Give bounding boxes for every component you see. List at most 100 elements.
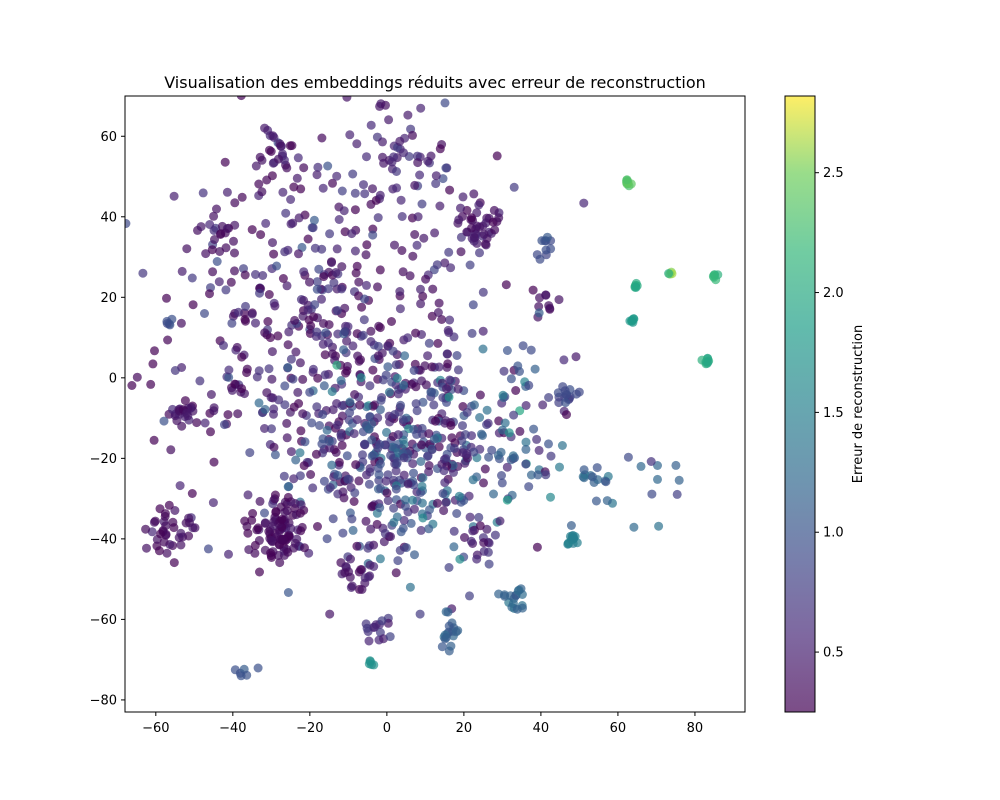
data-point [230,665,240,675]
data-point [376,483,385,493]
data-point [443,359,453,369]
data-point [150,346,159,356]
data-point [289,402,299,412]
data-point [210,235,219,244]
x-tick-label: 20 [456,721,473,736]
data-point [483,418,493,428]
data-point [289,182,299,192]
data-point [462,407,472,417]
data-point [396,400,406,410]
data-point [561,390,571,399]
data-point [149,435,159,445]
data-point [291,347,301,357]
data-point [331,268,341,277]
data-point [187,273,197,283]
data-point [160,511,170,521]
data-point [336,430,346,440]
data-point [377,348,387,358]
x-tick-label: −60 [142,721,169,736]
data-point [392,373,402,383]
data-point [272,261,282,271]
data-point [509,182,519,192]
data-point [393,556,403,566]
data-point [245,448,255,458]
data-point [416,103,426,113]
data-point [375,439,385,449]
data-point [367,451,377,461]
data-point [533,470,543,480]
data-point [416,284,425,294]
data-point [277,514,287,524]
data-point [409,366,419,375]
data-point [405,582,415,592]
data-point [467,213,476,223]
data-point [532,542,542,552]
data-point [411,399,421,409]
data-point [378,137,387,147]
data-point [286,354,296,364]
data-point [269,442,279,452]
data-point [230,198,240,208]
data-point [469,447,479,457]
data-point [472,221,482,231]
data-point [391,466,401,476]
data-point [453,365,463,375]
data-point [322,425,332,435]
data-point [255,152,265,162]
data-point [280,247,290,257]
data-point [417,440,426,450]
data-point [318,410,328,419]
data-point [437,642,447,652]
data-point [591,496,601,506]
data-point [262,175,272,185]
data-point [388,346,398,356]
data-point [530,364,540,374]
data-point [449,526,459,536]
data-point [381,476,391,486]
x-tick-label: 60 [610,721,627,736]
data-point [357,302,367,312]
data-point [497,478,507,488]
data-point [230,266,239,276]
data-point [472,554,482,564]
data-point [282,281,292,291]
data-point [518,603,527,613]
data-point [403,333,413,343]
data-point [274,154,283,164]
data-point [264,290,274,299]
data-point [479,538,489,548]
data-point [360,439,370,449]
data-point [426,387,436,397]
data-point [372,519,382,529]
data-point [405,271,415,281]
data-point [207,245,217,255]
data-point [318,183,328,193]
data-point [303,305,313,315]
data-point [431,416,440,426]
data-point [384,387,394,397]
data-point [295,358,305,368]
data-point [396,527,406,537]
data-point [295,471,305,481]
data-point [176,528,186,538]
data-point [424,461,434,470]
data-point [467,328,477,338]
data-point [328,178,337,188]
data-point [214,277,224,287]
data-point [350,390,360,399]
data-point [216,230,225,239]
data-point [289,474,299,484]
data-point [411,328,421,338]
data-point [431,171,441,181]
data-point [299,295,309,305]
data-point [454,215,464,225]
data-point [267,347,277,357]
data-point [408,251,418,261]
data-point [285,141,295,151]
data-point [305,387,315,397]
data-point [389,503,399,513]
data-point [311,449,321,459]
data-point [226,277,236,287]
data-point [468,475,478,485]
data-point [429,400,439,410]
